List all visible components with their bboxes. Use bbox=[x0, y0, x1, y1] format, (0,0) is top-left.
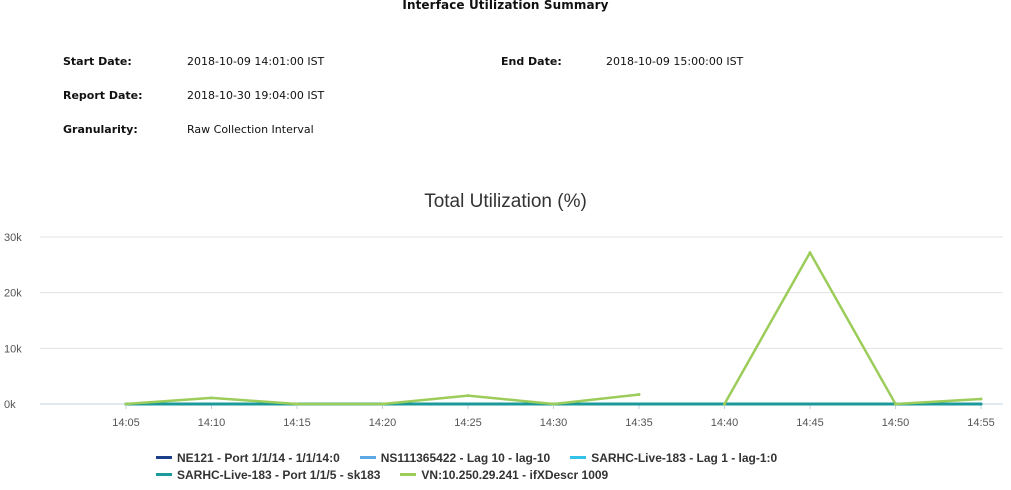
end-date-value: 2018-10-09 15:00:00 IST bbox=[606, 55, 744, 68]
report-date-value: 2018-10-30 19:04:00 IST bbox=[187, 89, 325, 102]
start-date-label: Start Date: bbox=[63, 55, 132, 68]
data-point bbox=[637, 393, 641, 397]
y-tick-label: 30k bbox=[4, 232, 22, 244]
end-date-label: End Date: bbox=[501, 55, 562, 68]
legend-item[interactable]: SARHC-Live-183 - Port 1/1/5 - sk183 bbox=[156, 468, 380, 482]
x-tick-label: 14:10 bbox=[198, 417, 226, 429]
data-point bbox=[466, 394, 470, 398]
legend-item[interactable]: NE121 - Port 1/1/14 - 1/1/14:0 bbox=[156, 451, 340, 465]
x-tick-label: 14:30 bbox=[540, 417, 568, 429]
x-tick-label: 14:45 bbox=[796, 417, 824, 429]
data-point bbox=[381, 402, 384, 406]
legend-item[interactable]: SARHC-Live-183 - Lag 1 - lag-1:0 bbox=[570, 451, 777, 465]
chart-title: Total Utilization (%) bbox=[424, 191, 587, 212]
legend-swatch bbox=[156, 473, 172, 476]
data-point bbox=[979, 402, 983, 406]
x-tick-label: 14:20 bbox=[369, 417, 397, 429]
data-point bbox=[552, 402, 555, 406]
series-line bbox=[723, 251, 982, 406]
legend-label: NE121 - Port 1/1/14 - 1/1/14:0 bbox=[177, 450, 340, 465]
legend-item[interactable]: VN:10.250.29.241 - ifXDescr 1009 bbox=[400, 468, 608, 482]
granularity-label: Granularity: bbox=[63, 123, 138, 136]
start-date-value: 2018-10-09 14:01:00 IST bbox=[187, 55, 325, 68]
x-tick-label: 14:55 bbox=[967, 417, 995, 429]
utilization-chart: 0k 10k 20k 30k 14:05 14:10 14:15 14:20 14:25 14:3… bbox=[4, 232, 1003, 429]
data-point bbox=[894, 402, 897, 406]
data-point bbox=[210, 396, 213, 400]
x-tick-label: 14:25 bbox=[454, 417, 482, 429]
data-point bbox=[124, 402, 128, 406]
data-point bbox=[466, 402, 470, 406]
legend-swatch bbox=[359, 456, 376, 459]
chart-legend: NE121 - Port 1/1/14 - 1/1/14:0 NS11136542… bbox=[156, 449, 797, 483]
granularity-value: Raw Collection Interval bbox=[187, 123, 314, 136]
x-tick-label: 14:05 bbox=[112, 417, 140, 429]
data-point bbox=[808, 251, 812, 255]
data-point bbox=[979, 397, 983, 401]
x-tick-label: 14:40 bbox=[711, 417, 739, 429]
y-tick-label: 20k bbox=[4, 288, 22, 300]
x-tick-label: 14:15 bbox=[283, 417, 311, 429]
data-point bbox=[295, 402, 299, 406]
report-date-label: Report Date: bbox=[63, 89, 143, 102]
legend-row: SARHC-Live-183 - Port 1/1/5 - sk183 VN:10… bbox=[156, 466, 797, 483]
legend-swatch bbox=[570, 456, 587, 459]
legend-item[interactable]: NS111365422 - Lag 10 - lag-10 bbox=[359, 450, 551, 465]
legend-label: VN:10.250.29.241 - ifXDescr 1009 bbox=[421, 467, 609, 482]
data-point bbox=[808, 402, 812, 406]
legend-label: NS111365422 - Lag 10 - lag-10 bbox=[380, 450, 551, 465]
x-tick-label: 14:50 bbox=[882, 417, 910, 429]
data-point bbox=[723, 402, 726, 406]
report-title: Interface Utilization Summary bbox=[402, 0, 609, 12]
data-point bbox=[637, 402, 641, 406]
legend-swatch bbox=[156, 456, 172, 459]
data-point bbox=[210, 402, 213, 406]
y-tick-label: 0k bbox=[4, 399, 16, 411]
x-tick-label: 14:35 bbox=[625, 417, 653, 429]
legend-row: NE121 - Port 1/1/14 - 1/1/14:0 NS11136542… bbox=[156, 449, 797, 466]
y-tick-label: 10k bbox=[4, 343, 22, 355]
legend-label: SARHC-Live-183 - Lag 1 - lag-1:0 bbox=[591, 450, 778, 465]
legend-swatch bbox=[400, 473, 417, 476]
legend-label: SARHC-Live-183 - Port 1/1/5 - sk183 bbox=[177, 467, 381, 482]
